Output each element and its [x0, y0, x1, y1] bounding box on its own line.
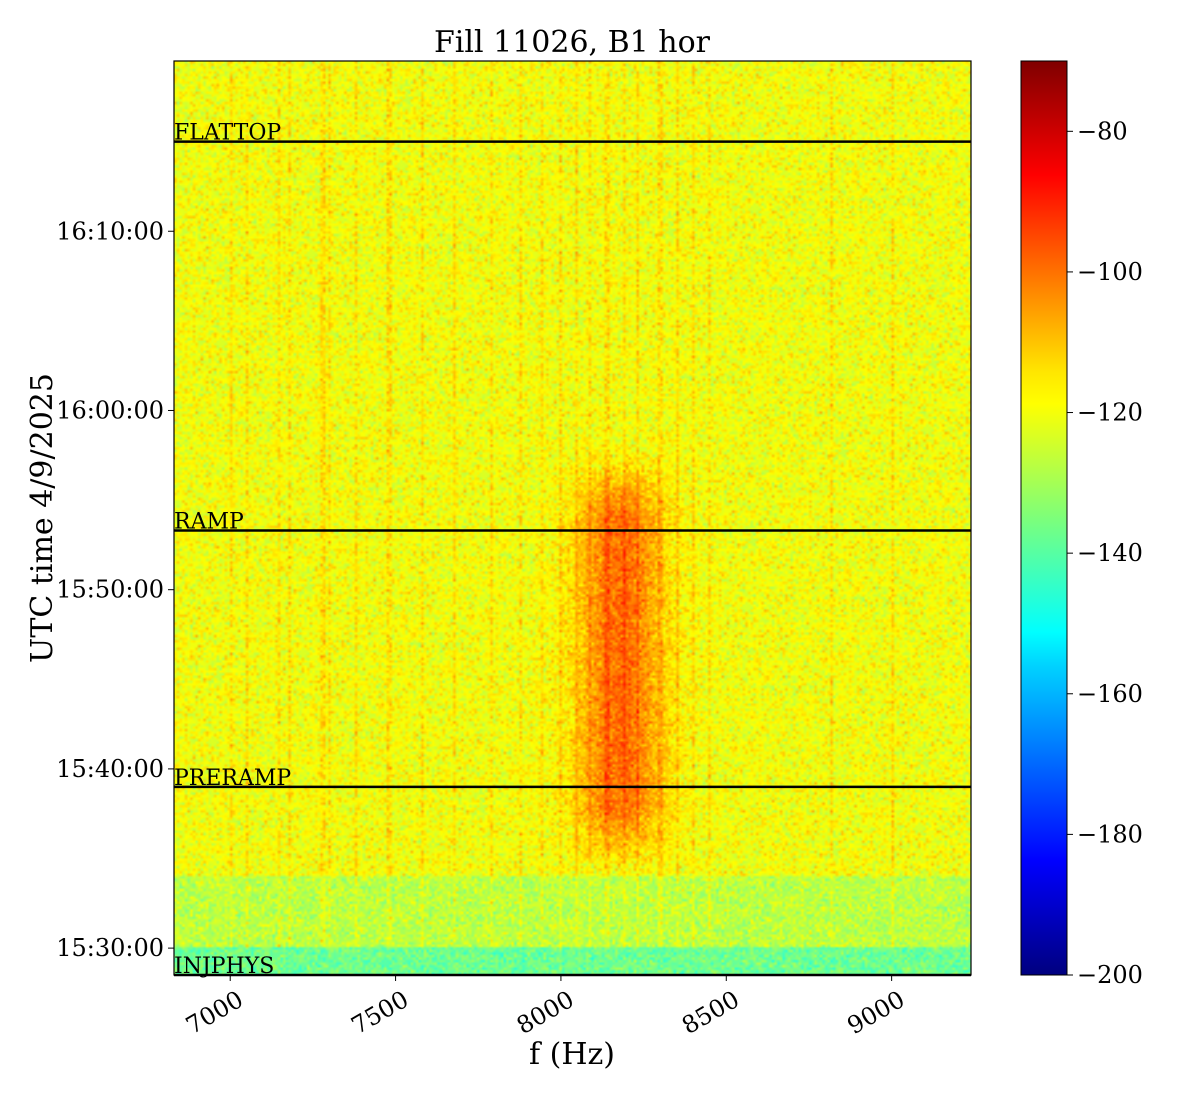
x-tick-label: 8000 — [512, 985, 579, 1040]
colorbar-tick-label: −140 — [1077, 539, 1143, 567]
colorbar-tick-label: −200 — [1077, 961, 1143, 989]
phase-label: PRERAMP — [174, 766, 291, 791]
x-tick-label: 7500 — [346, 985, 413, 1040]
spectrogram-heatmap — [174, 61, 971, 975]
y-tick-label: 15:30:00 — [56, 934, 164, 962]
chart-title: Fill 11026, B1 hor — [434, 25, 711, 60]
x-axis-ticks: 7000 7500 8000 8500 9000 — [181, 975, 909, 1040]
y-tick-label: 15:40:00 — [56, 755, 164, 783]
colorbar-tick-label: −180 — [1077, 820, 1143, 848]
x-tick-label: 7000 — [181, 985, 248, 1040]
plot-frame — [173, 60, 972, 976]
colorbar-ticks: −80 −100 −120 −140 −160 −180 −200 — [1067, 117, 1143, 989]
colorbar-tick-label: −160 — [1077, 680, 1143, 708]
colorbar: −80 −100 −120 −140 −160 −180 −200 — [1020, 60, 1143, 989]
colorbar-tick-label: −120 — [1077, 399, 1143, 427]
phase-label: RAMP — [174, 510, 244, 535]
x-axis-label: f (Hz) — [529, 1037, 615, 1072]
x-tick-label: 9000 — [843, 985, 910, 1040]
y-axis-label: UTC time 4/9/2025 — [25, 373, 60, 663]
x-tick-label: 8500 — [677, 985, 744, 1040]
phase-label: FLATTOP — [174, 121, 281, 146]
colorbar-gradient — [1020, 60, 1068, 976]
colorbar-tick-label: −80 — [1077, 117, 1128, 145]
y-tick-label: 16:00:00 — [56, 396, 164, 424]
y-axis-ticks: 15:30:00 15:40:00 15:50:00 16:00:00 16:10:00 — [56, 217, 174, 962]
colorbar-tick-label: −100 — [1077, 258, 1143, 286]
y-tick-label: 15:50:00 — [56, 576, 164, 604]
y-tick-label: 16:10:00 — [56, 217, 164, 245]
